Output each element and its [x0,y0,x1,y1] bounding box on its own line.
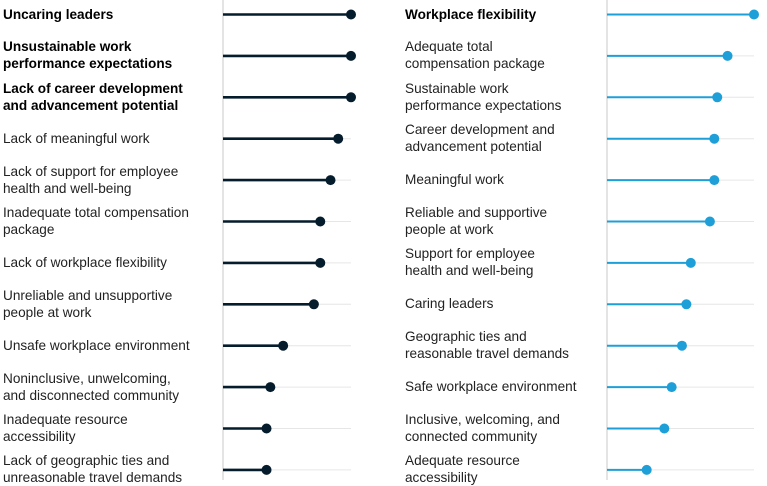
category-label: Support for employee health and well-bein… [405,245,535,279]
category-label-line: advancement potential [405,139,542,155]
category-label-line: Career development and [405,122,555,138]
lollipop-dot [676,340,687,351]
category-label: Unreliable and unsupportive people at wor… [3,287,172,321]
category-label-line: health and well-being [405,263,534,279]
lollipop-dot [709,133,720,144]
category-label: Workplace flexibility [405,6,536,23]
lollipop-dot [261,423,272,434]
lollipop-dot [709,175,720,186]
category-label-line: Uncaring leaders [3,6,114,22]
category-label-line: Workplace flexibility [405,6,537,22]
lollipop-dot [333,133,344,144]
category-label-line: Geographic ties and [405,329,527,345]
category-label: Reliable and supportive people at work [405,204,547,238]
category-label-line: and disconnected community [3,387,180,403]
lollipop-dot [659,423,670,434]
lollipop-dot [315,216,326,227]
category-label-line: Lack of meaningful work [3,130,150,146]
category-label-line: connected community [405,429,538,444]
category-label-line: reasonable travel demands [405,346,569,362]
category-label-line: Inadequate resource [3,412,128,427]
category-label: Lack of meaningful work [3,130,150,147]
category-label-line: people at work [3,304,92,320]
category-label-line: package [3,222,55,237]
category-label-line: accessibility [3,429,76,444]
category-label: Lack of career development and advancemen… [3,80,183,114]
lollipop-dot [681,299,692,310]
category-label: Inclusive, welcoming, and connected commu… [405,411,560,445]
lollipop-dot [308,299,319,310]
category-label-line: performance expectations [405,97,562,113]
category-label-line: Adequate resource [405,453,520,469]
category-label: Caring leaders [405,295,493,312]
lollipop-dot [315,257,326,268]
category-label: Safe workplace environment [405,378,577,395]
category-label-line: Safe workplace environment [405,379,577,395]
category-label: Lack of workplace flexibility [3,254,167,271]
category-label: Unsafe workplace environment [3,337,190,354]
category-label-line: Meaningful work [405,172,504,188]
category-label-line: Inclusive, welcoming, and [405,412,560,427]
category-label: Inadequate total compensation package [3,204,189,238]
lollipop-dot [346,92,356,103]
category-label-line: health and well-being [3,180,132,196]
category-label: Meaningful work [405,171,504,188]
category-label-line: and advancement potential [3,97,179,113]
category-label-line: Lack of support for employee [3,163,179,179]
lollipop-dot [265,382,276,393]
category-label: Career development and advancement potent… [405,121,555,155]
category-label: Adequate resource accessibility [405,452,520,486]
category-label: Geographic ties and reasonable travel dem… [405,328,569,362]
category-label-line: performance expectations [3,56,173,72]
lollipop-dot [749,9,759,20]
category-label: Lack of geographic ties and unreasonable … [3,452,182,486]
lollipop-dot [325,175,336,186]
category-label-line: Reliable and supportive [405,205,548,220]
lollipop-dot [704,216,715,227]
category-label: Sustainable work performance expectations [405,80,561,114]
category-label: Unsustainable work performance expectatio… [3,38,172,72]
category-label-line: accessibility [405,470,478,486]
category-label-line: compensation package [405,56,545,72]
lollipop-dot [685,257,696,268]
right-chart-panel: Workplace flexibility Adequate total compe… [400,0,767,485]
category-label: Adequate total compensation package [405,38,545,72]
category-label-line: Unsafe workplace environment [3,337,190,353]
category-label-line: unreasonable travel demands [3,470,183,486]
lollipop-dot [346,50,356,61]
category-label-line: Unreliable and unsupportive [3,287,173,303]
left-chart-panel: Uncaring leaders Unsustainable work perfor… [0,0,380,485]
left-lollipop-plot [222,0,356,480]
category-label: Noninclusive, unwelcoming, and disconnect… [3,370,179,404]
right-lollipop-plot [606,0,759,480]
lollipop-dot [722,50,733,61]
lollipop-dot [641,464,652,475]
lollipop-dot [666,382,677,393]
category-label-line: Sustainable work [405,80,509,96]
category-label-line: Inadequate total compensation [3,205,189,220]
category-label: Uncaring leaders [3,6,113,23]
category-label-line: Caring leaders [405,296,494,312]
category-label-line: Noninclusive, unwelcoming, [3,370,171,386]
category-label-line: people at work [405,222,494,237]
category-label: Lack of support for employee health and w… [3,163,178,197]
category-label: Inadequate resource accessibility [3,411,128,445]
lollipop-dot [278,340,289,351]
category-label-line: Unsustainable work [3,39,132,55]
category-label-line: Lack of career development [3,80,183,96]
lollipop-dot [261,464,272,475]
lollipop-dot [712,92,723,103]
category-label-line: Adequate total [405,39,493,55]
category-label-line: Support for employee [405,246,535,262]
lollipop-dot [346,9,356,20]
category-label-line: Lack of geographic ties and [3,453,170,469]
category-label-line: Lack of workplace flexibility [3,254,167,270]
